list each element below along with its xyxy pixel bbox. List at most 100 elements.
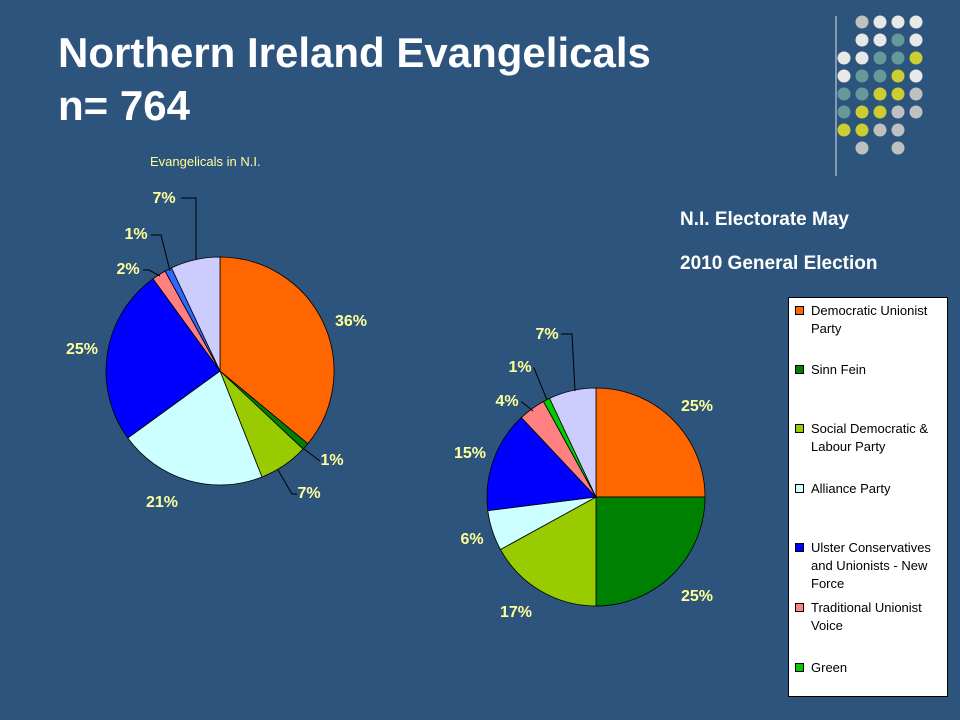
electorate-subtitle-line1: N.I. Electorate May <box>680 209 849 230</box>
legend-item-tuv: Traditional Unionist Voice <box>795 599 947 635</box>
decor-dot <box>855 69 869 83</box>
pie1-title: Evangelicals in N.I. <box>150 154 261 169</box>
legend-label-alliance: Alliance Party <box>811 481 891 496</box>
pie2-leader-line-5 <box>521 401 534 412</box>
decor-dot <box>855 123 869 137</box>
legend-label-tuv-line1: Traditional Unionist <box>811 600 922 615</box>
pie1-label-1: 1% <box>320 452 343 469</box>
legend-label-dup-line1: Democratic Unionist <box>811 303 928 318</box>
legend-label-ucunf-line3: Force <box>811 576 845 591</box>
legend-label-tuv-line2: Voice <box>811 618 843 633</box>
pie2-label-0: 25% <box>681 398 713 415</box>
legend-swatch-ucunf <box>795 543 804 552</box>
slide-title-line1: Northern Ireland Evangelicals <box>58 29 651 76</box>
pie2-label-2: 17% <box>500 604 532 621</box>
slide-title-line2: n= 764 <box>58 82 190 129</box>
pie2-leader-line-6 <box>533 367 548 401</box>
decor-dot <box>855 15 869 29</box>
pie2-label-4: 15% <box>454 445 486 462</box>
decor-dot <box>891 15 905 29</box>
pie2-slice-1 <box>595 496 706 607</box>
electorate-subtitle: N.I. Electorate May 2010 General Electio… <box>680 198 878 286</box>
decor-dot <box>837 69 851 83</box>
legend: Democratic Unionist Party Sinn Fein Soci… <box>788 297 948 697</box>
pie2-label-5: 4% <box>495 393 518 410</box>
legend-label-ucunf-line1: Ulster Conservatives <box>811 540 931 555</box>
legend-label-sinn-fein: Sinn Fein <box>811 362 866 377</box>
pie1-leader-line-2 <box>277 469 297 495</box>
pie2-label-1: 25% <box>681 588 713 605</box>
decor-dot <box>873 123 887 137</box>
legend-swatch-green <box>795 663 804 672</box>
pie1-leader-line-6 <box>151 234 171 272</box>
legend-swatch-sinn-fein <box>795 365 804 374</box>
decor-dot <box>909 105 923 119</box>
decor-dot <box>837 51 851 65</box>
decor-dot <box>891 69 905 83</box>
pie1-label-7: 7% <box>152 190 175 207</box>
pie1-leader-line-7 <box>181 197 197 260</box>
pie1-slice-3 <box>127 370 263 486</box>
pie1-leader-line-5 <box>143 269 161 277</box>
decor-dot <box>873 51 887 65</box>
pie1-slice-0 <box>219 256 335 445</box>
decor-dot <box>891 141 905 155</box>
decor-dot <box>891 51 905 65</box>
pie2-label-6: 1% <box>508 359 531 376</box>
pie2-slice-7 <box>549 387 597 498</box>
slide-title: Northern Ireland Evangelicals n= 764 <box>58 26 651 132</box>
legend-label-dup-line2: Party <box>811 321 842 336</box>
legend-label-green: Green <box>811 660 848 675</box>
pie2-label-3: 6% <box>460 531 483 548</box>
legend-item-green: Green <box>795 659 947 677</box>
legend-label-sdlp-line1: Social Democratic & <box>811 421 929 436</box>
decor-dot <box>909 33 923 47</box>
decor-dot <box>873 87 887 101</box>
decor-dot <box>855 87 869 101</box>
legend-item-alliance: Alliance Party <box>795 480 947 498</box>
legend-swatch-sdlp <box>795 424 804 433</box>
decor-dot <box>891 123 905 137</box>
decor-dot <box>873 105 887 119</box>
decor-dot <box>909 87 923 101</box>
decor-dot <box>837 87 851 101</box>
decor-dot <box>855 141 869 155</box>
pie2-slice-2 <box>499 496 597 607</box>
decor-dot <box>909 15 923 29</box>
legend-item-dup: Democratic Unionist Party <box>795 302 947 338</box>
pie1-leader-line-1 <box>303 448 321 462</box>
decor-dot <box>855 33 869 47</box>
legend-swatch-tuv <box>795 603 804 612</box>
pie2-leader-line-7 <box>561 333 576 392</box>
legend-swatch-dup <box>795 306 804 315</box>
legend-item-ucunf: Ulster Conservatives and Unionists - New… <box>795 539 947 593</box>
pie2-slice-4 <box>486 416 597 512</box>
decor-dot <box>909 69 923 83</box>
decor-dot <box>891 87 905 101</box>
pie1-label-6: 1% <box>124 226 147 243</box>
pie1-label-3: 21% <box>146 494 178 511</box>
decor-dot <box>855 105 869 119</box>
pie2-slice-0 <box>595 387 706 498</box>
decor-dot <box>873 15 887 29</box>
legend-label-ucunf-line2: and Unionists - New <box>811 558 928 573</box>
pie1-label-2: 7% <box>297 485 320 502</box>
pie1-label-5: 2% <box>116 261 139 278</box>
legend-item-sinn-fein: Sinn Fein <box>795 361 947 379</box>
pie1-label-4: 25% <box>66 341 98 358</box>
legend-swatch-alliance <box>795 484 804 493</box>
pie2-label-7: 7% <box>535 326 558 343</box>
pie1-label-0: 36% <box>335 313 367 330</box>
pie1-slice-4 <box>105 278 221 439</box>
legend-label-sdlp-line2: Labour Party <box>811 439 886 454</box>
decor-dot <box>891 105 905 119</box>
decor-dot <box>873 33 887 47</box>
pie1-slice-7 <box>170 256 221 372</box>
legend-item-sdlp: Social Democratic & Labour Party <box>795 420 947 456</box>
decor-dot <box>855 51 869 65</box>
electorate-subtitle-line2: 2010 General Election <box>680 253 878 274</box>
decor-dot <box>837 123 851 137</box>
